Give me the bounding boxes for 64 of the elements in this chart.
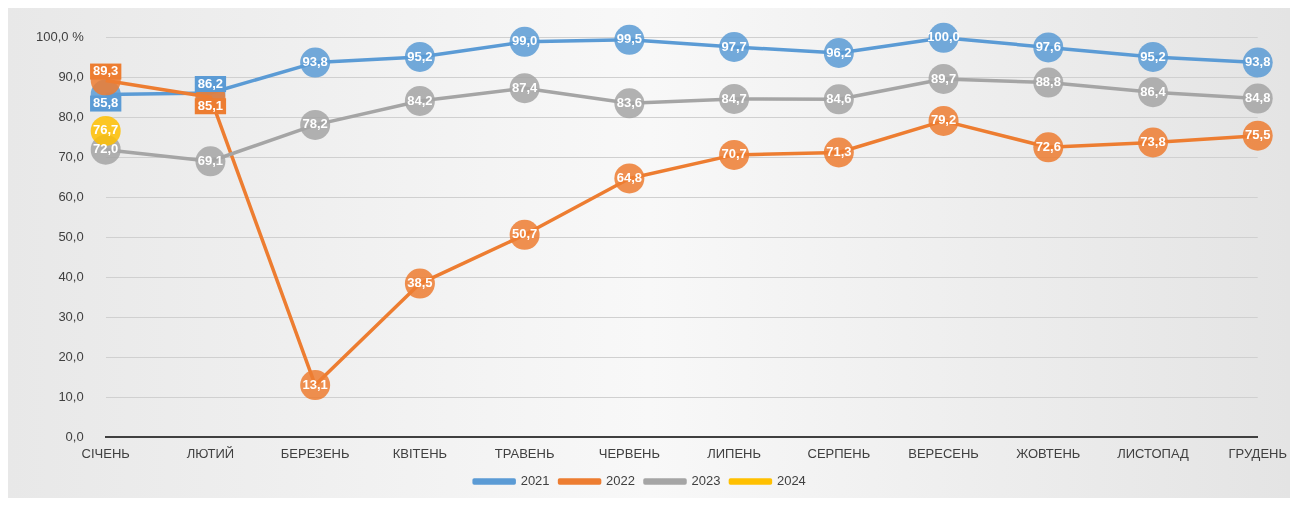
x-tick-label: ЛЮТИЙ [186,445,235,461]
data-label: 95,2 [1140,48,1166,64]
data-label: 89,7 [930,70,957,86]
data-label: 84,7 [721,90,747,106]
data-label: 64,8 [616,170,643,186]
data-label: 79,2 [930,112,957,128]
y-tick-label: 100,0 % [36,29,85,45]
data-label: 72,6 [1035,138,1061,154]
data-label: 93,8 [1245,54,1271,70]
x-tick-label: ГРУДЕНЬ [1228,445,1287,461]
data-label: 89,3 [93,63,119,79]
x-tick-label: ЖОВТЕНЬ [1016,445,1081,461]
data-label: 97,7 [721,38,747,54]
data-label: 100,0 [927,29,960,45]
x-tick-label: СЕРПЕНЬ [807,445,871,461]
x-tick-label: ЛИСТОПАД [1117,445,1189,461]
y-tick-label: 60,0 [58,189,84,205]
y-tick-label: 70,0 [58,149,84,165]
y-tick-label: 0,0 [65,428,84,444]
data-label: 85,8 [93,95,119,111]
y-tick-label: 50,0 [58,229,84,245]
y-tick-label: 80,0 [58,109,84,125]
data-label: 85,1 [197,97,224,113]
legend-label: 2024 [776,473,806,489]
x-tick-label: ЛИПЕНЬ [707,445,761,461]
data-label: 97,6 [1035,38,1061,54]
x-tick-label: ТРАВЕНЬ [494,445,555,461]
data-label: 69,1 [197,152,224,168]
data-label: 88,8 [1035,74,1061,90]
data-label: 73,8 [1140,134,1166,150]
data-label: 86,4 [1140,83,1167,99]
data-label: 99,0 [511,33,538,49]
data-label: 71,3 [826,144,852,160]
data-label: 84,2 [407,92,433,108]
data-label: 96,2 [826,44,852,60]
data-label: 86,2 [197,75,224,91]
data-label: 93,8 [302,54,328,70]
data-label: 84,8 [1245,90,1271,106]
x-tick-label: ЧЕРВЕНЬ [598,445,660,461]
x-tick-label: КВІТЕНЬ [392,445,448,461]
data-label: 72,0 [93,141,119,157]
data-label: 76,7 [93,122,119,138]
data-label: 99,5 [616,31,643,47]
data-label: 87,4 [511,79,539,95]
data-label: 83,6 [616,94,643,110]
y-tick-label: 40,0 [58,269,84,285]
y-tick-label: 20,0 [58,349,84,365]
legend-label: 2021 [520,473,550,489]
legend-label: 2022 [606,473,635,489]
data-label: 95,2 [407,48,433,64]
data-label: 78,2 [302,116,328,132]
data-label: 70,7 [721,146,747,162]
y-tick-label: 30,0 [58,309,84,325]
y-tick-label: 90,0 [58,69,84,85]
y-tick-label: 10,0 [58,389,84,405]
x-tick-label: СІЧЕНЬ [81,445,130,461]
data-label: 13,1 [302,376,328,392]
x-tick-label: БЕРЕЗЕНЬ [280,445,350,461]
x-tick-label: ВЕРЕСЕНЬ [908,445,979,461]
data-label: 38,5 [407,275,433,291]
data-label: 84,6 [826,90,852,106]
data-label: 75,5 [1245,127,1271,143]
data-label: 50,7 [511,226,538,242]
legend-label: 2023 [691,473,721,489]
